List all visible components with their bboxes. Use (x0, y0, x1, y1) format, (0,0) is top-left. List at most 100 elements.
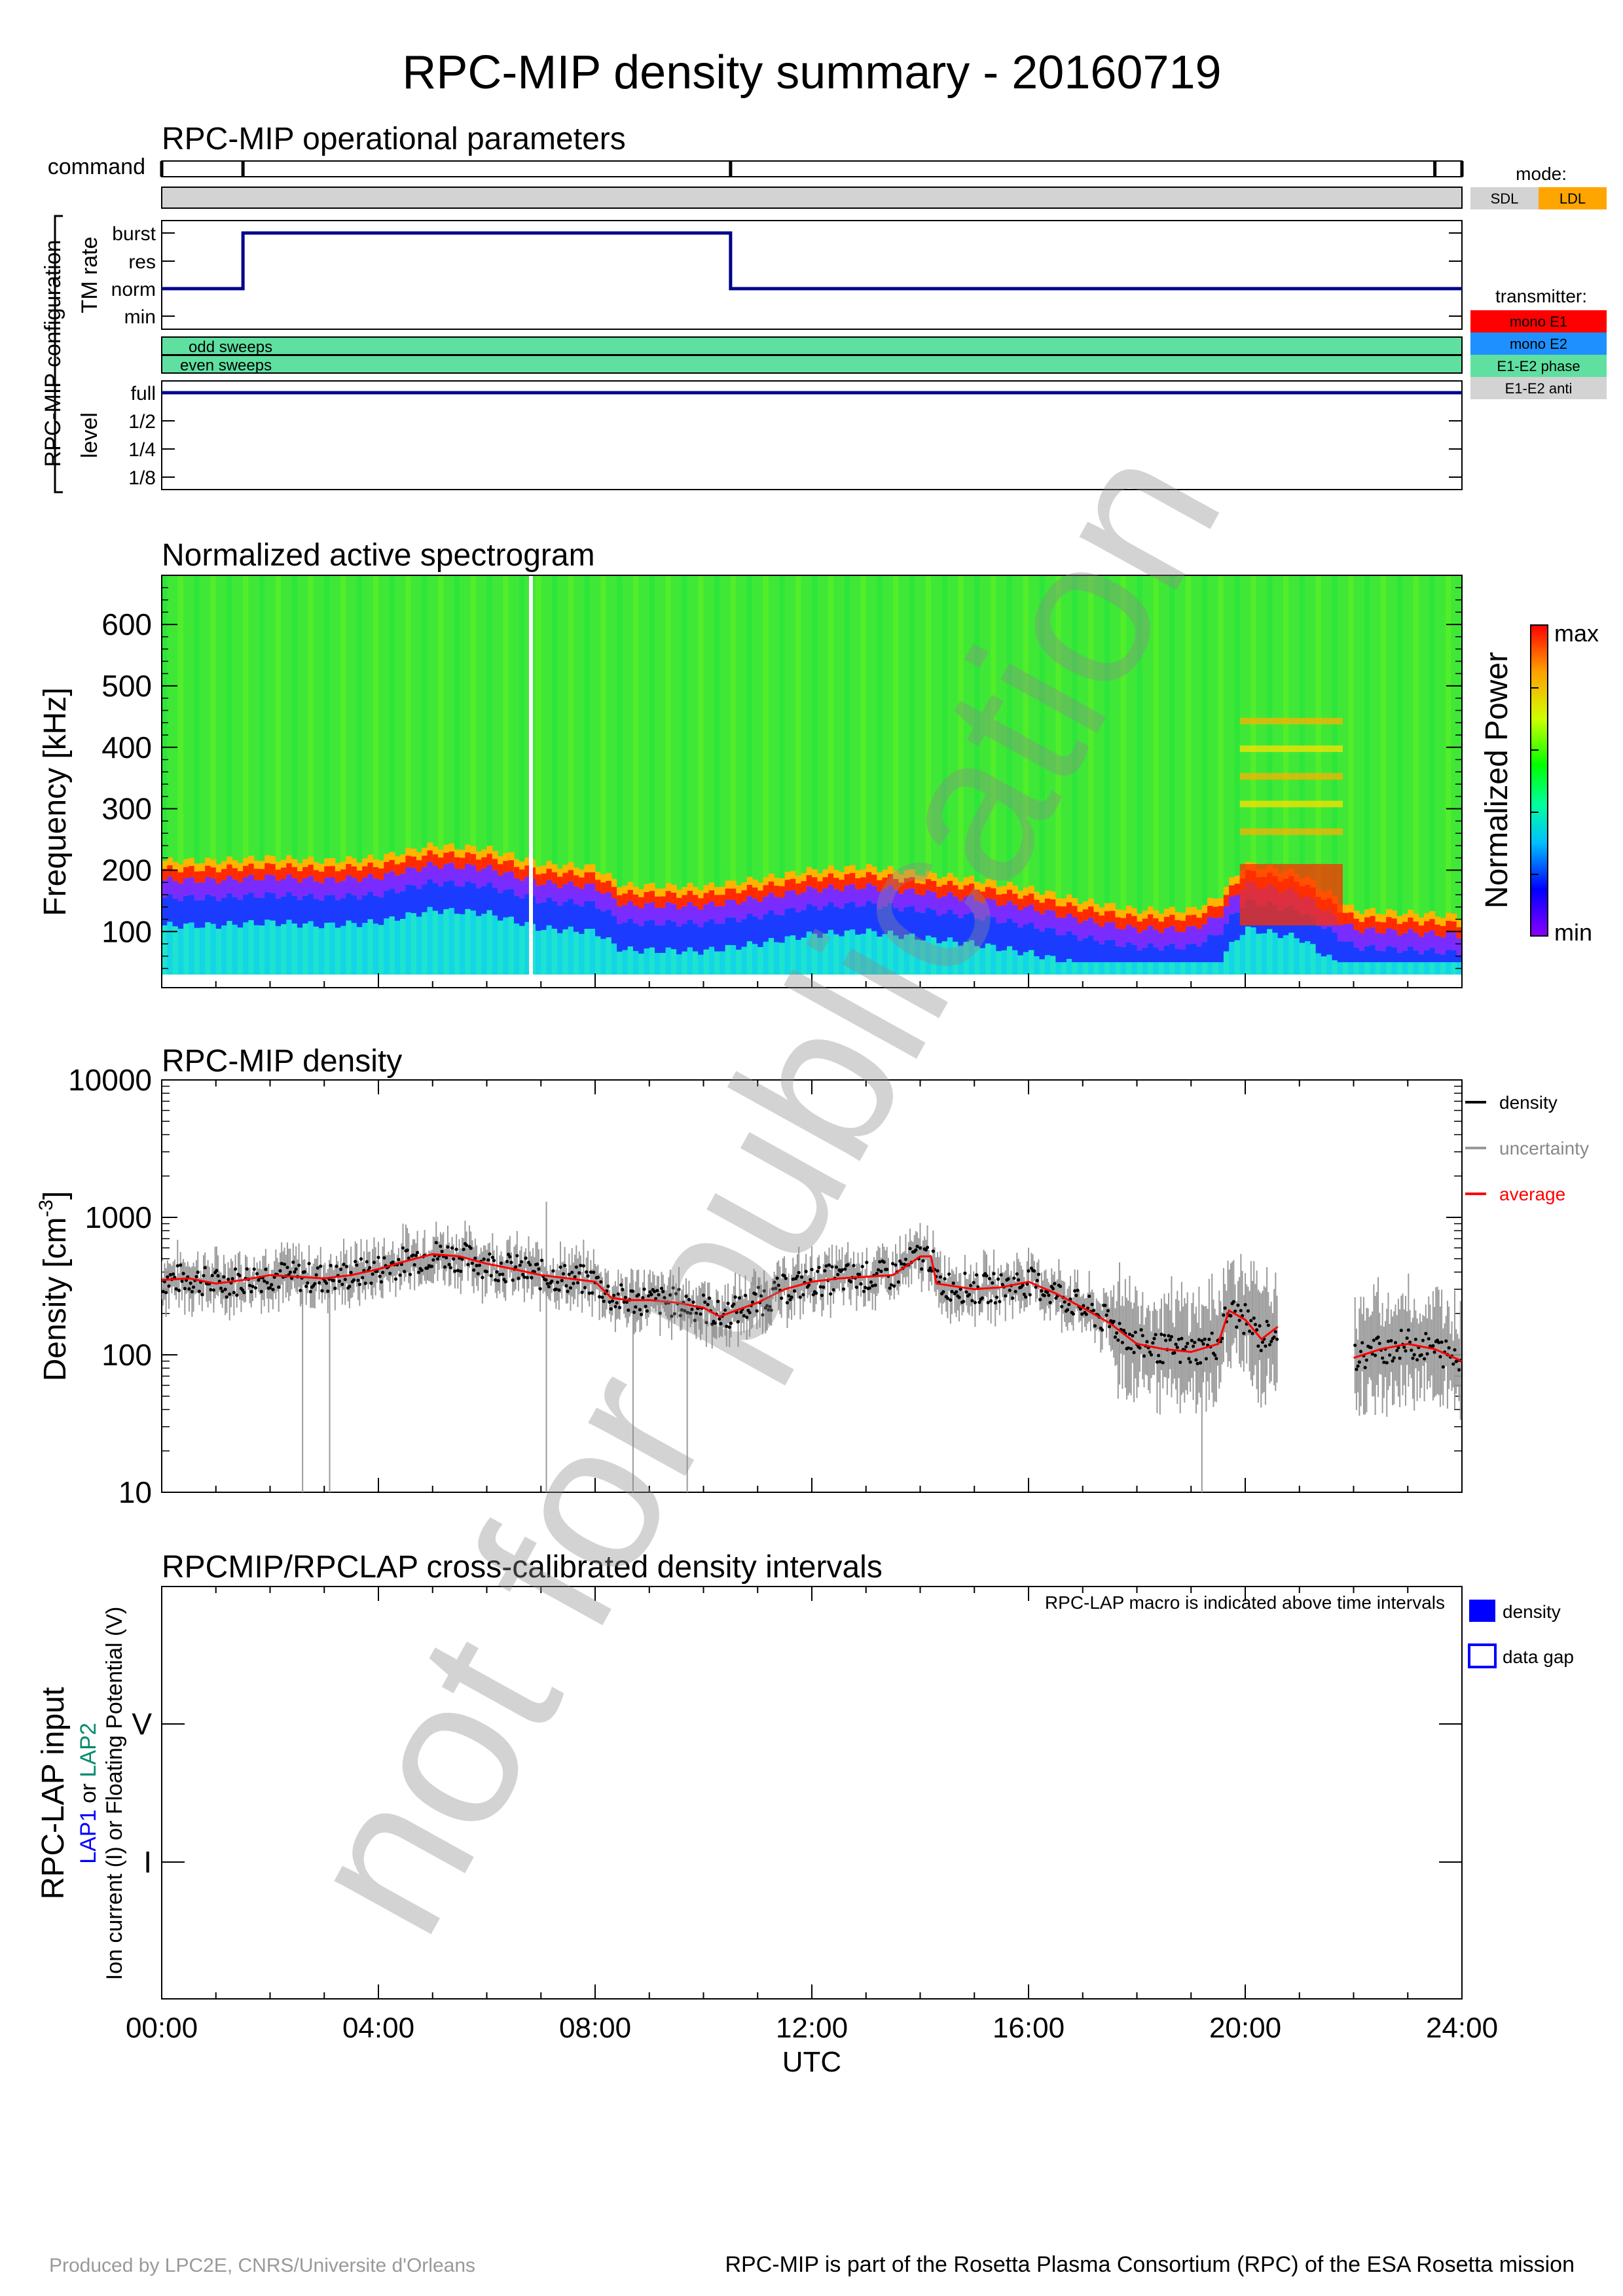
spectrogram-red-band (199, 871, 206, 883)
density-point (181, 1272, 185, 1276)
spectrogram-red-band (1039, 903, 1046, 914)
spectrogram-red-band (1342, 912, 1349, 925)
density-point (648, 1290, 652, 1294)
density-point (596, 1275, 600, 1280)
density-point (473, 1256, 477, 1261)
density-point (1269, 1340, 1273, 1344)
density-point (1204, 1357, 1209, 1361)
spectrogram-blue-band (1391, 947, 1398, 963)
spectrogram-blue-band (503, 889, 509, 918)
spectrogram-cyan-band (1234, 940, 1241, 975)
density-point (987, 1276, 992, 1281)
density-point (1260, 1340, 1265, 1344)
density-point (216, 1274, 220, 1278)
spectrogram-cyan-band (378, 925, 384, 975)
spectrogram-purple-band (492, 870, 498, 888)
density-point (363, 1282, 367, 1285)
x-tick-label: 04:00 (342, 2012, 414, 2044)
spectrogram-cyan-band (801, 937, 807, 975)
spectrogram-purple-band (1066, 913, 1072, 931)
spectrogram-purple-band (1169, 925, 1176, 944)
spectrogram-yellow-band (600, 874, 607, 890)
spectrogram-cyan-band (243, 922, 249, 975)
spectrogram-purple-band (644, 903, 650, 922)
spectrogram-purple-band (475, 870, 482, 889)
density-point (706, 1302, 710, 1306)
spectrogram-red-band (1353, 918, 1360, 931)
density-point (189, 1281, 192, 1285)
spectrogram-purple-band (595, 891, 601, 909)
density-point (659, 1286, 664, 1291)
spectrogram-yellow-band (963, 877, 970, 893)
spectrogram-cyan-band (1305, 941, 1311, 975)
density-point (575, 1281, 580, 1285)
density-point (761, 1313, 765, 1317)
spectrogram-red-band (714, 895, 720, 906)
spectrogram-cyan-band (1072, 962, 1078, 975)
density-point (661, 1289, 665, 1293)
spectrogram-blue-band (1234, 912, 1241, 941)
spectrogram-yellow-band (844, 866, 850, 882)
spectrogram-purple-band (1429, 930, 1436, 948)
spectrogram-cyan-band (205, 922, 211, 975)
spectrogram-yellow-band (632, 886, 639, 903)
spectrogram-blue-band (660, 925, 666, 953)
density-point (801, 1293, 805, 1297)
spectrogram-blue-band (1148, 943, 1154, 963)
spectrogram-red-band (774, 886, 780, 897)
spectrogram-blue-band (1434, 953, 1441, 963)
spectrogram-cyan-band (194, 927, 200, 975)
density-point (727, 1325, 731, 1329)
spectrogram-cyan-band (362, 923, 369, 975)
density-point (915, 1244, 919, 1248)
density-point (1065, 1308, 1070, 1312)
density-point (864, 1285, 867, 1289)
density-point (903, 1257, 908, 1261)
spectrogram-blue-band (898, 911, 905, 939)
spectrogram-cyan-band (546, 925, 553, 975)
density-point (580, 1290, 584, 1295)
spectrogram-purple-band (670, 904, 677, 922)
density-point (196, 1270, 200, 1274)
spectrogram-purple-band (535, 886, 541, 904)
spectrogram-red-band (1175, 920, 1181, 932)
spectrogram-yellow-band (448, 843, 455, 859)
spectrogram-red-band (1218, 906, 1224, 918)
spectrogram-yellow-band (589, 864, 596, 880)
spectrogram-purple-band (270, 875, 276, 893)
density-point (755, 1309, 759, 1313)
spectrogram-yellow-band (974, 882, 981, 897)
spectrogram-cyan-band (535, 931, 541, 975)
spectrogram-blue-band (1185, 944, 1192, 963)
spectrogram-cyan-band (584, 929, 591, 975)
density-point (1223, 1306, 1227, 1310)
spectrogram-texture (1413, 575, 1419, 914)
spectrogram-purple-band (676, 909, 682, 927)
density-point (306, 1281, 310, 1285)
density-point (1047, 1293, 1051, 1297)
spectrogram-red-band (1066, 902, 1072, 914)
density-point (379, 1280, 384, 1284)
density-point (1360, 1340, 1364, 1345)
density-point (787, 1294, 791, 1298)
density-point (689, 1311, 693, 1316)
spectrogram-red-band (405, 855, 412, 867)
spectrogram-cyan-band (736, 950, 742, 975)
spectrogram-red-band (622, 893, 629, 905)
spectrogram-red-band (1380, 922, 1387, 934)
density-point (713, 1321, 717, 1325)
spectrogram-yellow-band (687, 882, 693, 899)
spectrogram-cyan-band (606, 937, 612, 975)
spectrogram-cyan-band (1137, 962, 1143, 975)
density-point (1382, 1360, 1386, 1365)
spectrogram-purple-band (1175, 931, 1181, 949)
density-point (1419, 1353, 1423, 1357)
spectrogram-purple-band (275, 880, 282, 899)
spectrogram-yellow-band (562, 865, 569, 880)
density-point (663, 1296, 666, 1300)
spectrogram-cyan-band (1239, 935, 1246, 975)
spectrogram-red-band (920, 884, 926, 895)
spectrogram-yellow-band (1191, 906, 1197, 922)
spectrogram-yellow-band (384, 853, 390, 870)
